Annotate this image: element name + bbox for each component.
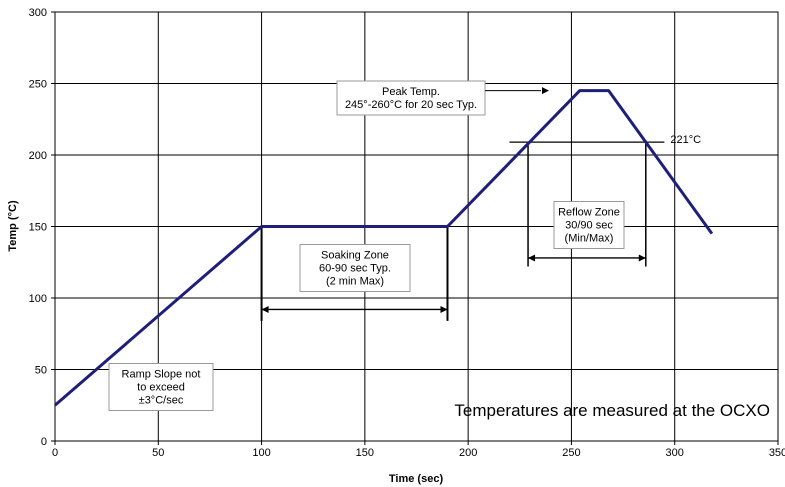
- zone-markers: [260, 142, 647, 321]
- profile-series: [54, 89, 714, 407]
- reflow-annotation-text: (Min/Max): [565, 233, 614, 245]
- ramp-annotation-text: Ramp Slope not: [122, 369, 201, 381]
- soaking-annotation-text: (2 min Max): [326, 276, 384, 288]
- arrow-head: [528, 254, 536, 262]
- x-tick-label: 50: [152, 447, 164, 459]
- x-tick-label: 200: [459, 447, 477, 459]
- x-tick-label: 300: [666, 447, 684, 459]
- profile-line: [54, 89, 714, 407]
- x-axis-title: Time (sec): [389, 473, 444, 485]
- peak-annotation-text: Peak Temp.: [382, 86, 440, 98]
- arrow-head: [440, 305, 448, 313]
- ramp-annotation-box: [108, 363, 214, 411]
- y-tick-label: 250: [29, 79, 47, 91]
- measurement-note: Temperatures are measured at the OCXO: [454, 401, 770, 420]
- arrow-head: [638, 254, 646, 262]
- soaking-annotation-text: Soaking Zone: [321, 250, 389, 262]
- soaking-annotation-text: 60-90 sec Typ.: [319, 263, 391, 275]
- ramp-annotation-text: ±3°C/sec: [139, 395, 184, 407]
- reflow-annotation-text: 30/90 sec: [565, 220, 613, 232]
- reflow-annotation-text: Reflow Zone: [558, 207, 620, 219]
- ramp-annotation-text: to exceed: [137, 382, 185, 394]
- annotations: Peak Temp.245°-260°C for 20 sec Typ. Soak…: [108, 80, 770, 420]
- x-tick-label: 100: [252, 447, 270, 459]
- x-tick-label: 150: [356, 447, 374, 459]
- y-axis-title: Temp (°C): [7, 200, 19, 252]
- y-tick-label: 50: [35, 365, 47, 377]
- y-tick-label: 300: [29, 7, 47, 19]
- reference-line-221: 221°C: [509, 134, 701, 146]
- arrow-head: [261, 305, 269, 313]
- x-tick-labels: 0 50 100 150 200 250 300 350: [52, 447, 785, 459]
- soaking-annotation-box: [299, 244, 411, 292]
- y-tick-label: 200: [29, 150, 47, 162]
- reference-line-label: 221°C: [670, 134, 701, 146]
- y-tick-label: 100: [29, 293, 47, 305]
- y-tick-label: 150: [29, 222, 47, 234]
- y-tick-labels: 0 50 100 150 200 250 300: [29, 7, 47, 448]
- x-tick-label: 250: [562, 447, 580, 459]
- x-tick-label: 0: [52, 447, 58, 459]
- peak-annotation-box: [336, 80, 486, 116]
- x-tick-label: 350: [769, 447, 785, 459]
- arrow-head: [542, 87, 549, 95]
- reflow-annotation-box: [553, 201, 625, 249]
- peak-annotation-text: 245°-260°C for 20 sec Typ.: [345, 99, 477, 111]
- y-tick-label: 0: [41, 436, 47, 448]
